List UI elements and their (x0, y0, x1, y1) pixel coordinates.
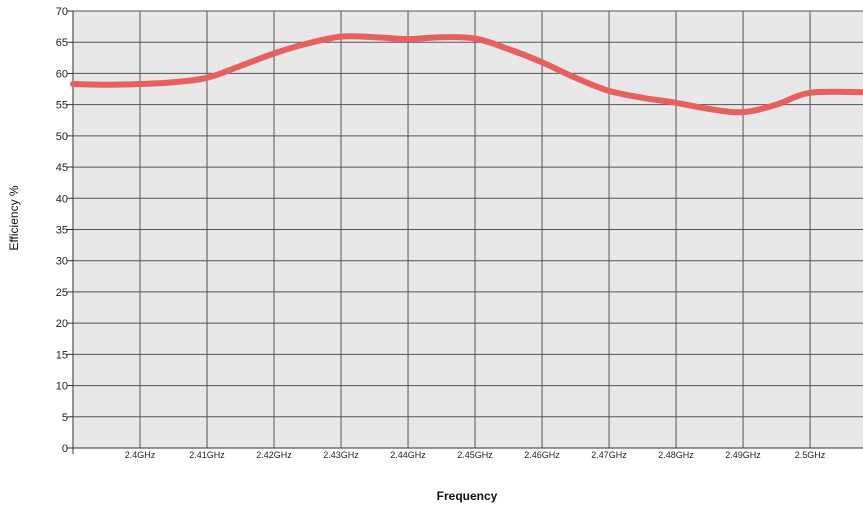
y-tick-label: 55 (56, 100, 68, 112)
y-tick-labels: 0 5 10 15 20 25 30 35 40 45 50 55 60 65 70 (56, 6, 68, 455)
y-tick-label: 10 (56, 381, 68, 393)
y-tick-label: 70 (56, 6, 68, 18)
x-tick-label: 2.4GHz (125, 450, 156, 460)
y-axis-title: Efficiency % (7, 185, 21, 250)
data-point (307, 43, 308, 44)
data-point (207, 77, 208, 78)
data-point (776, 104, 777, 105)
x-tick-label: 2.49GHz (725, 450, 761, 460)
data-point (676, 102, 677, 103)
x-tick-label: 2.43GHz (323, 450, 359, 460)
y-tick-label: 40 (56, 193, 68, 205)
data-point (173, 82, 174, 83)
data-point (743, 112, 744, 113)
x-tick-label: 2.45GHz (457, 450, 493, 460)
y-tick-label: 30 (56, 256, 68, 268)
y-tick-label: 25 (56, 287, 68, 299)
y-tick-label: 45 (56, 162, 68, 174)
data-point (341, 36, 342, 37)
data-point (810, 92, 811, 93)
y-tick-label: 35 (56, 225, 68, 237)
x-tick-label: 2.48GHz (658, 450, 694, 460)
x-tick-label: 2.41GHz (189, 450, 225, 460)
data-point (73, 84, 74, 85)
data-point (408, 39, 409, 40)
y-tick-label: 15 (56, 349, 68, 361)
y-tick-label: 65 (56, 37, 68, 49)
y-tick-label: 60 (56, 68, 68, 80)
data-point (140, 84, 141, 85)
data-point (475, 38, 476, 39)
data-point (642, 97, 643, 98)
x-tick-label: 2.46GHz (524, 450, 560, 460)
grid-lines (73, 10, 863, 449)
efficiency-series-line (70, 33, 863, 116)
x-tick-label: 2.44GHz (390, 450, 426, 460)
data-point (441, 37, 442, 38)
data-point (709, 109, 710, 110)
data-point (575, 77, 576, 78)
y-tick-label: 50 (56, 131, 68, 143)
data-point (240, 65, 241, 66)
x-axis-title: Frequency (437, 489, 498, 503)
x-tick-labels: 2.4GHz 2.41GHz 2.42GHz 2.43GHz 2.44GHz 2.45GH… (125, 450, 826, 460)
data-point (106, 84, 107, 85)
x-tick-label: 2.5GHz (795, 450, 826, 460)
data-point (274, 53, 275, 54)
y-tick-label: 20 (56, 318, 68, 330)
data-point (508, 49, 509, 50)
data-point (609, 90, 610, 91)
y-tick-label: 0 (62, 443, 68, 455)
x-tick-label: 2.42GHz (256, 450, 292, 460)
series-lines (70, 33, 863, 116)
data-point (374, 37, 375, 38)
x-tick-label: 2.47GHz (591, 450, 627, 460)
data-point (542, 62, 543, 63)
y-tick-label: 5 (62, 412, 68, 424)
